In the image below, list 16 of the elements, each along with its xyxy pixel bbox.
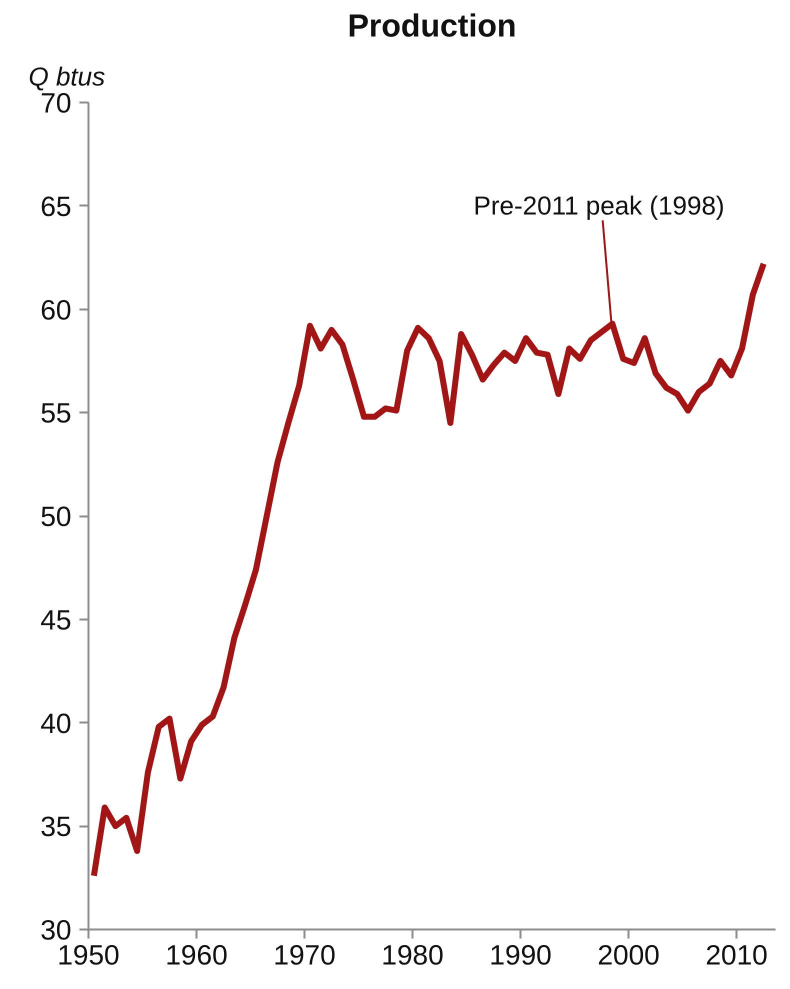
y-tick-label: 45 (40, 604, 72, 636)
x-tick-label: 1980 (381, 940, 444, 970)
y-tick-label: 40 (40, 708, 72, 739)
y-tick-label: 55 (40, 398, 72, 429)
y-tick-label: 35 (40, 811, 72, 842)
y-tick-label: 50 (40, 501, 72, 532)
x-tick-label: 2000 (597, 940, 660, 970)
x-tick-label: 1970 (273, 940, 336, 970)
x-tick-label: 2010 (705, 940, 768, 970)
annotation: Pre-2011 peak (1998) (474, 190, 725, 220)
chart-title: Production (348, 8, 516, 44)
x-tick-label: 1960 (165, 940, 228, 970)
y-tick-label: 60 (40, 294, 72, 326)
y-tick-label: 65 (40, 190, 72, 222)
x-tick-label: 1990 (489, 940, 552, 970)
y-axis-title: Q btus (28, 62, 106, 92)
